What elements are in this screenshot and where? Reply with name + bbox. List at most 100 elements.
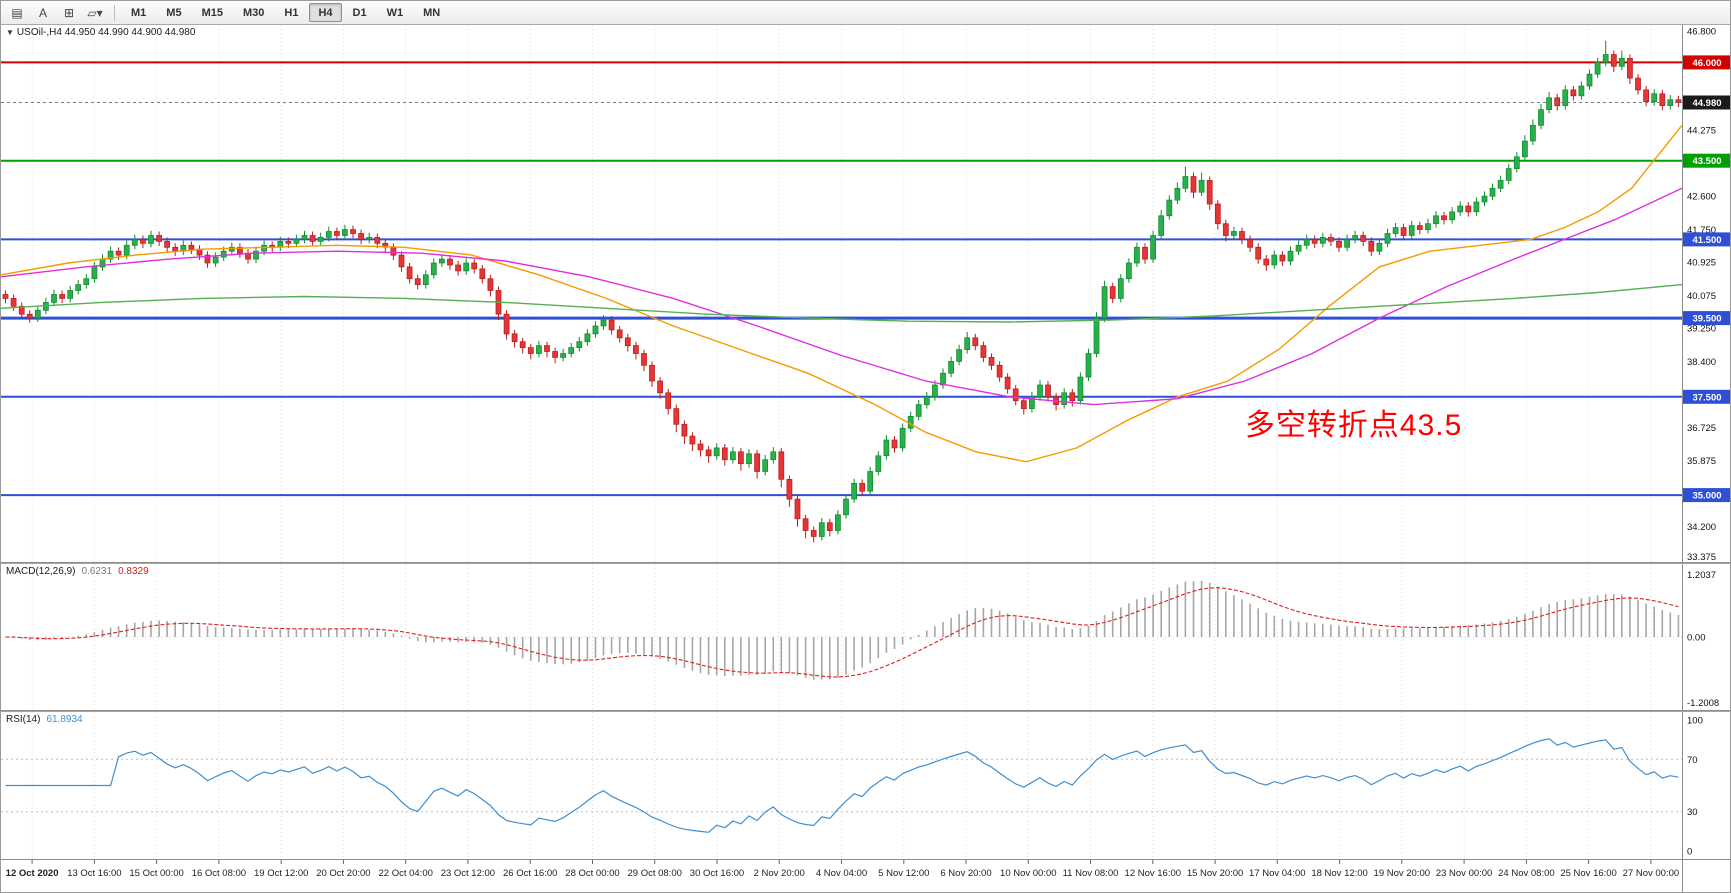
price-scale-label: 40.075 xyxy=(1687,291,1716,302)
price-tag[interactable]: 46.000 xyxy=(1683,55,1731,70)
macd-title: MACD(12,26,9) xyxy=(6,566,76,577)
svg-text:46.000: 46.000 xyxy=(1692,58,1721,69)
toolbar-separator xyxy=(114,4,115,21)
timeframe-mn[interactable]: MN xyxy=(414,3,449,22)
time-label: 16 Oct 08:00 xyxy=(192,868,246,879)
rsi-scale-label: 0 xyxy=(1687,847,1692,858)
svg-text:39.500: 39.500 xyxy=(1692,314,1721,325)
macd-pane-header: MACD(12,26,9) 0.6231 0.8329 xyxy=(6,566,149,577)
time-label: 28 Oct 00:00 xyxy=(565,868,619,879)
price-scale-label: 35.875 xyxy=(1687,456,1716,467)
price-scale-label: 41.750 xyxy=(1687,225,1716,236)
rsi-scale-label: 70 xyxy=(1687,755,1698,766)
time-label: 23 Oct 12:00 xyxy=(441,868,495,879)
charts-list-glyph: ▤ xyxy=(11,5,23,20)
rsi-scale-label: 100 xyxy=(1687,716,1703,727)
time-label: 26 Oct 16:00 xyxy=(503,868,557,879)
text-frame-glyph: ⊞ xyxy=(63,5,75,20)
rsi-line xyxy=(5,738,1679,833)
time-label: 10 Nov 00:00 xyxy=(1000,868,1057,879)
price-tag[interactable]: 43.500 xyxy=(1683,153,1731,168)
toolbar: ▤ A ⊞ ▱▾ M1 M5 M15 M30 H1 H4 D1 W1 MN xyxy=(1,1,1730,25)
price-tag[interactable]: 39.500 xyxy=(1683,311,1731,326)
chart-annotation-text: 多空转折点43.5 xyxy=(1244,409,1463,443)
price-scale-label: 34.200 xyxy=(1687,522,1716,533)
timeframe-d1[interactable]: D1 xyxy=(344,3,376,22)
text-label-icon[interactable]: A xyxy=(31,2,55,23)
svg-text:41.500: 41.500 xyxy=(1692,235,1721,246)
timeframe-m1[interactable]: M1 xyxy=(122,3,155,22)
price-tag[interactable]: 37.500 xyxy=(1683,389,1731,404)
ma-slow-green xyxy=(1,283,1683,323)
macd-scale-top: 1.2037 xyxy=(1687,570,1716,581)
time-label: 5 Nov 12:00 xyxy=(878,868,929,879)
timeframe-h4[interactable]: H4 xyxy=(309,3,342,22)
macd-pane[interactable]: 1.2037 0.00 -1.2008 MACD(12,26,9) 0.6231 0.8… xyxy=(1,564,1731,710)
time-label: 29 Oct 08:00 xyxy=(627,868,681,879)
pane-separator[interactable] xyxy=(1,710,1730,712)
ma-mid-magenta xyxy=(1,187,1683,406)
macd-value-signal: 0.8329 xyxy=(118,566,149,577)
rsi-value: 61.8934 xyxy=(46,714,83,725)
rsi-pane-header: RSI(14) 61.8934 xyxy=(6,714,83,725)
time-axis[interactable]: 12 Oct 2020 13 Oct 16:00 15 Oct 00:00 16 Oc… xyxy=(1,859,1730,892)
macd-scale-zero: 0.00 xyxy=(1687,633,1706,644)
shapes-glyph: ▱▾ xyxy=(87,5,103,20)
time-label: 12 Nov 16:00 xyxy=(1125,868,1182,879)
price-pane-header: ▼ USOil-,H4 44.950 44.990 44.900 44.980 xyxy=(6,27,195,38)
time-axis-labels: 12 Oct 2020 13 Oct 16:00 15 Oct 00:00 16 Oc… xyxy=(6,860,1683,892)
time-label: 15 Nov 20:00 xyxy=(1187,868,1244,879)
svg-text:37.500: 37.500 xyxy=(1692,392,1721,403)
time-label: 19 Oct 12:00 xyxy=(254,868,308,879)
collapse-arrow-icon[interactable]: ▼ xyxy=(6,28,14,37)
time-label: 25 Nov 16:00 xyxy=(1560,868,1617,879)
time-label: 22 Oct 04:00 xyxy=(378,868,432,879)
rsi-pane[interactable]: 100 70 30 0 RSI(14) 61.8934 xyxy=(1,712,1731,859)
rsi-scale-label: 30 xyxy=(1687,807,1698,818)
time-label: 30 Oct 16:00 xyxy=(690,868,744,879)
pane-separator[interactable] xyxy=(1,562,1730,564)
time-label: 4 Nov 04:00 xyxy=(816,868,867,879)
price-tag[interactable]: 41.500 xyxy=(1683,232,1731,247)
timeframe-w1[interactable]: W1 xyxy=(378,3,413,22)
time-label: 11 Nov 08:00 xyxy=(1063,868,1119,879)
svg-text:44.980: 44.980 xyxy=(1692,98,1721,109)
price-tag[interactable]: 44.980 xyxy=(1683,95,1731,110)
text-frame-icon[interactable]: ⊞ xyxy=(57,2,81,23)
price-scale-label: 42.600 xyxy=(1687,192,1716,203)
price-scale-label: 38.400 xyxy=(1687,357,1716,368)
timeframe-m30[interactable]: M30 xyxy=(234,3,273,22)
time-label: 15 Oct 00:00 xyxy=(129,868,183,879)
time-label: 20 Oct 20:00 xyxy=(316,868,370,879)
macd-scale-bottom: -1.2008 xyxy=(1687,698,1719,709)
macd-signal-line xyxy=(5,587,1679,678)
price-tag[interactable]: 35.000 xyxy=(1683,488,1731,503)
macd-value-main: 0.6231 xyxy=(81,566,113,577)
price-scale-label: 46.800 xyxy=(1687,26,1716,37)
rsi-chart[interactable]: 100 70 30 0 xyxy=(1,712,1731,859)
rsi-title: RSI(14) xyxy=(6,714,41,725)
shapes-dropdown-icon[interactable]: ▱▾ xyxy=(83,2,107,23)
price-pane[interactable]: 46.800 44.275 42.600 41.750 40.925 40.075 39.2… xyxy=(1,25,1731,562)
ma-fast-orange xyxy=(1,124,1683,463)
time-label: 12 Oct 2020 xyxy=(6,868,59,879)
svg-text:43.500: 43.500 xyxy=(1692,156,1721,167)
time-label: 19 Nov 20:00 xyxy=(1374,868,1431,879)
price-scale-label: 44.275 xyxy=(1687,126,1716,137)
time-label: 2 Nov 20:00 xyxy=(754,868,805,879)
macd-histogram xyxy=(12,580,1680,680)
timeframe-m5[interactable]: M5 xyxy=(157,3,190,22)
text-label-glyph: A xyxy=(38,5,47,20)
timeframe-m15[interactable]: M15 xyxy=(193,3,232,22)
macd-chart[interactable]: 1.2037 0.00 -1.2008 xyxy=(1,564,1731,710)
time-label: 23 Nov 00:00 xyxy=(1436,868,1493,879)
charts-list-icon[interactable]: ▤ xyxy=(5,2,29,23)
time-label: 24 Nov 08:00 xyxy=(1498,868,1555,879)
timeframe-h1[interactable]: H1 xyxy=(275,3,307,22)
price-scale-label: 39.250 xyxy=(1687,323,1716,334)
symbol-ohlc-label: USOil-,H4 44.950 44.990 44.900 44.980 xyxy=(16,27,196,38)
price-chart[interactable]: 46.800 44.275 42.600 41.750 40.925 40.075 39.2… xyxy=(1,25,1731,562)
time-label: 18 Nov 12:00 xyxy=(1311,868,1368,879)
time-label: 27 Nov 00:00 xyxy=(1623,868,1680,879)
